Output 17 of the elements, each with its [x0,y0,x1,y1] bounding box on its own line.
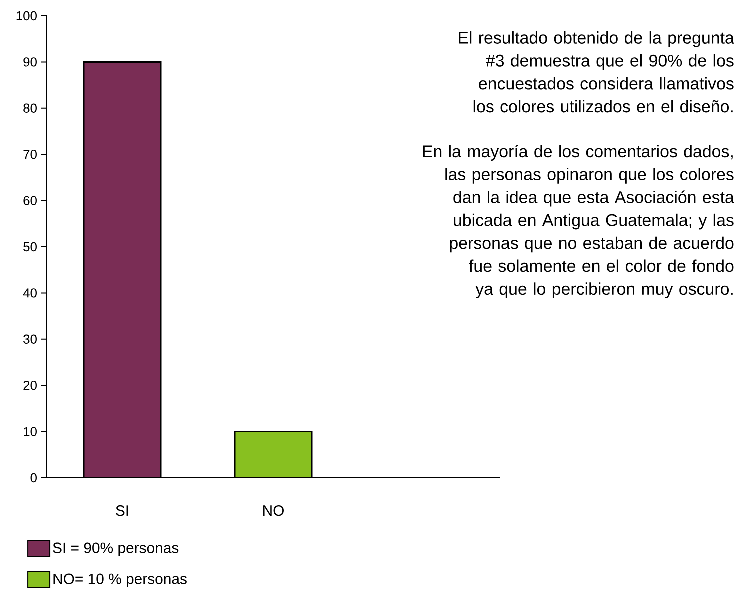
annotation: En la mayoría de los comentarios dados, las personas opinaron que los colores dan la idea que esta Asociación esta ubicada en Antigua Guatemala; y las personas que no estaban de acuerdo fue solamente en el color de fondo ya que lo percibieron muy oscuro. [423,144,734,298]
y-tick-label: 100 [16,11,37,21]
y-tick-label: 60 [24,196,37,206]
y-tick-label: 90 [24,58,37,67]
y-tick-label: 70 [24,150,37,160]
legend-label: NO= 10 % personas [54,574,187,588]
x-tick-label: NO [264,506,284,516]
y-tick-label: 50 [24,242,37,252]
y-tick-label: 40 [23,288,37,298]
annotation: El resultado obtenido de la pregunta #3 demuestra que el 90% de los encuestados considera llamativos los colores utilizados en el diseño. [459,32,734,113]
legend-label: SI = 90% personas [53,542,179,556]
y-tick-label: 20 [24,381,37,390]
x-tick-label: SI [116,506,128,516]
y-tick-label: 0 [30,473,37,483]
y-tick-label: 30 [24,334,37,344]
y-tick-label: 80 [24,104,37,113]
y-tick-label: 10 [24,427,37,436]
